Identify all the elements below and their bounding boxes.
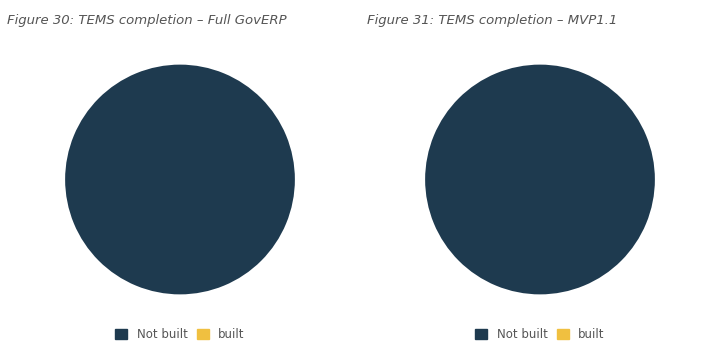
Text: Figure 31: TEMS completion – MVP1.1: Figure 31: TEMS completion – MVP1.1 — [367, 14, 618, 27]
Legend: Not built, built: Not built, built — [471, 323, 609, 346]
Legend: Not built, built: Not built, built — [111, 323, 249, 346]
Text: Figure 30: TEMS completion – Full GovERP: Figure 30: TEMS completion – Full GovERP — [7, 14, 287, 27]
Wedge shape — [425, 65, 655, 294]
Wedge shape — [65, 65, 295, 294]
